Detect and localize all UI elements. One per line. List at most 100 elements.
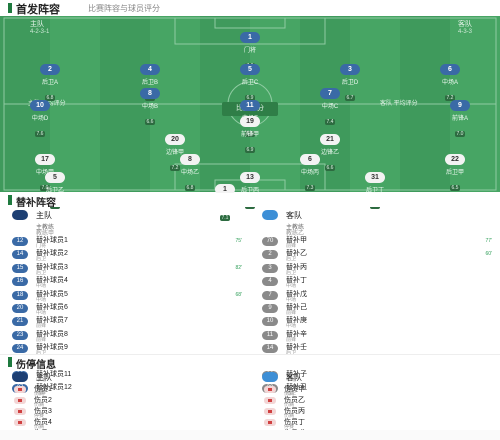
player-name: 中场B bbox=[141, 104, 158, 110]
home-player-marker[interactable]: 3 后卫D 6.7 bbox=[320, 58, 380, 104]
sub-player-position: 中场 bbox=[36, 283, 47, 290]
sub-player-row[interactable]: 11 替补辛 前锋 bbox=[256, 329, 496, 343]
sub-player-position: 门将 bbox=[36, 243, 47, 249]
sub-player-position: 前锋 bbox=[36, 336, 47, 343]
sub-player-row[interactable]: 21 替补球员7 前锋 bbox=[6, 315, 246, 329]
home-player-marker[interactable]: 10 中场D 7.6 bbox=[10, 94, 70, 140]
away-player-marker[interactable]: 17 中场甲 7.0 bbox=[15, 148, 75, 194]
sub-player-row[interactable]: 4 替补丁 中场 bbox=[256, 275, 496, 289]
sub-player-position: 后卫 bbox=[286, 256, 297, 263]
player-name: 前锋甲 bbox=[240, 132, 259, 138]
injured-player-row[interactable]: 伤员乙 伤病 bbox=[256, 395, 496, 408]
home-player-marker[interactable]: 8 中场B 6.6 bbox=[120, 82, 180, 128]
player-name: 中场D bbox=[31, 116, 49, 122]
sub-player-row[interactable]: 14 替补壬后卫 bbox=[256, 342, 496, 356]
coach-label: 主教练 bbox=[36, 225, 55, 231]
sub-player-position: 前锋 bbox=[286, 309, 297, 316]
sub-player-row[interactable]: 15 替补球员3 后卫 82' bbox=[6, 262, 246, 276]
sub-player-number: 21 bbox=[12, 317, 28, 327]
player-name: 中场C bbox=[321, 104, 339, 110]
sub-player-row[interactable]: 9 替补己 前锋 bbox=[256, 302, 496, 316]
sub-player-row[interactable]: 2 替补乙 后卫 60' bbox=[256, 248, 496, 263]
home-player-marker[interactable]: 6 中场A 7.2 bbox=[420, 58, 480, 104]
sub-player-row[interactable]: 70 替补甲 前锋 77' bbox=[256, 235, 496, 249]
sub-player-position: 前锋 bbox=[286, 336, 297, 343]
injury-reason: 伤病 bbox=[34, 424, 45, 430]
injury-icon bbox=[264, 397, 276, 404]
substitution-time: 77' bbox=[485, 238, 492, 244]
away-player-marker[interactable]: 21 边锋乙 6.6 bbox=[300, 128, 360, 174]
player-rating: 6.7 bbox=[344, 95, 356, 101]
home-player-marker[interactable]: 7 中场C 7.4 bbox=[300, 82, 360, 128]
away-player-marker[interactable]: 22 后卫甲 6.5 bbox=[425, 148, 485, 194]
injured-player-row[interactable]: 伤员3 停赛 bbox=[6, 406, 246, 419]
sub-player-name: 替补子 bbox=[286, 370, 307, 378]
sub-player-row[interactable]: 23 替补球员8 前锋 bbox=[6, 329, 246, 343]
away-player-marker[interactable]: 6 中场丙 7.3 bbox=[280, 148, 340, 194]
player-rating: 7.0 bbox=[39, 185, 51, 191]
home-team-logo-icon bbox=[12, 372, 28, 382]
player-rating: 7.2 bbox=[169, 165, 181, 171]
injured-player-row[interactable]: 伤员甲 伤病 bbox=[256, 384, 496, 397]
home-player-marker[interactable]: 11中场E6.5 bbox=[220, 94, 280, 140]
away-player-marker[interactable]: 8 中场乙 6.8 bbox=[160, 148, 220, 194]
home-player-marker[interactable]: 9 前锋A 7.0 bbox=[430, 94, 490, 140]
injured-player-row[interactable]: 伤员2 伤病 bbox=[6, 395, 246, 408]
home-injuries-team[interactable]: 主队 bbox=[6, 370, 246, 384]
injured-player-row[interactable]: 伤员1 伤病 bbox=[6, 384, 246, 397]
away-injuries-team[interactable]: 客队 bbox=[256, 370, 496, 384]
home-player-marker[interactable]: 5 后卫C 6.9 bbox=[220, 58, 280, 104]
player-name: 后卫C bbox=[241, 80, 259, 86]
player-rating: 6.8 bbox=[184, 185, 196, 191]
injured-player-row[interactable]: 伤员丙 伤病 bbox=[256, 406, 496, 419]
sub-player-position: 中场 bbox=[286, 376, 297, 383]
sub-player-row[interactable]: 24 替补球员9后卫 bbox=[6, 342, 246, 356]
player-rating: 7.1 bbox=[219, 215, 231, 221]
injured-player-row[interactable]: 伤员丁 停赛 bbox=[256, 417, 496, 430]
sub-player-number: 14 bbox=[12, 250, 28, 260]
section-accent-bar bbox=[8, 3, 12, 13]
sub-player-row[interactable]: 7 替补戊 中场 bbox=[256, 289, 496, 303]
section-divider bbox=[0, 354, 500, 355]
player-number: 20 bbox=[165, 134, 185, 145]
away-team-name: 客队 bbox=[458, 21, 472, 28]
away-player-marker[interactable]: 20 边锋甲 7.2 bbox=[145, 128, 205, 174]
home-player-marker[interactable]: 2 后卫A 6.8 bbox=[20, 58, 80, 104]
sub-player-row[interactable]: 20 替补球员6 中场 bbox=[6, 302, 246, 316]
away-player-marker[interactable]: 19 前锋甲 6.9 bbox=[220, 110, 280, 156]
home-injuries-column: 主队 伤员1伤病伤员2伤病伤员3停赛伤员4伤病伤员5伤病 bbox=[6, 370, 246, 440]
sub-player-row[interactable]: 16 替补球员4 中场 bbox=[6, 275, 246, 290]
sub-player-row[interactable]: 10 替补庚 中场 bbox=[256, 315, 496, 329]
sub-player-position: 后卫 bbox=[36, 269, 47, 276]
injured-player-row[interactable]: 伤员4 伤病 bbox=[6, 417, 246, 430]
player-number: 4 bbox=[140, 64, 160, 75]
player-number: 9 bbox=[450, 100, 470, 111]
player-number: 6 bbox=[440, 64, 460, 75]
player-name: 中场丙 bbox=[300, 170, 319, 176]
away-player-marker[interactable]: 1门将甲7.1 bbox=[195, 178, 255, 224]
sub-player-row[interactable]: 3 替补丙 后卫 bbox=[256, 262, 496, 276]
away-formation: 4-3-3 bbox=[457, 29, 472, 35]
sub-player-row[interactable]: 14 替补球员2 后卫 bbox=[6, 248, 246, 262]
home-subs-team[interactable]: 主队 bbox=[6, 208, 246, 222]
sub-player-name: 替补球员9 bbox=[36, 344, 68, 352]
injured-player-name: 伤员4 bbox=[34, 419, 52, 426]
injured-player-name: 伤员乙 bbox=[284, 397, 305, 404]
injured-player-name: 伤员2 bbox=[34, 397, 52, 404]
away-subs-team[interactable]: 客队 bbox=[256, 208, 496, 222]
player-number: 6 bbox=[300, 154, 320, 165]
sub-player-row[interactable]: 12 替补球员1 门将 75' bbox=[6, 235, 246, 249]
sub-player-position: 后卫 bbox=[286, 390, 297, 397]
sub-player-position: 前锋 bbox=[36, 390, 47, 397]
sub-player-position: 中场 bbox=[36, 309, 47, 316]
sub-player-name: 替补球员7 bbox=[36, 317, 68, 325]
injury-reason: 伤病 bbox=[284, 413, 295, 419]
sub-player-row[interactable]: 18 替补球员5 中场 68' bbox=[6, 289, 246, 303]
sub-player-number: 24 bbox=[12, 344, 28, 354]
player-number: 13 bbox=[240, 172, 260, 183]
sub-player-name: 替补球员6 bbox=[36, 303, 68, 311]
sub-player-name: 替补丁 bbox=[286, 277, 307, 285]
sub-player-name: 替补甲 bbox=[286, 237, 307, 244]
sub-player-name: 替补球员11 bbox=[36, 370, 72, 378]
